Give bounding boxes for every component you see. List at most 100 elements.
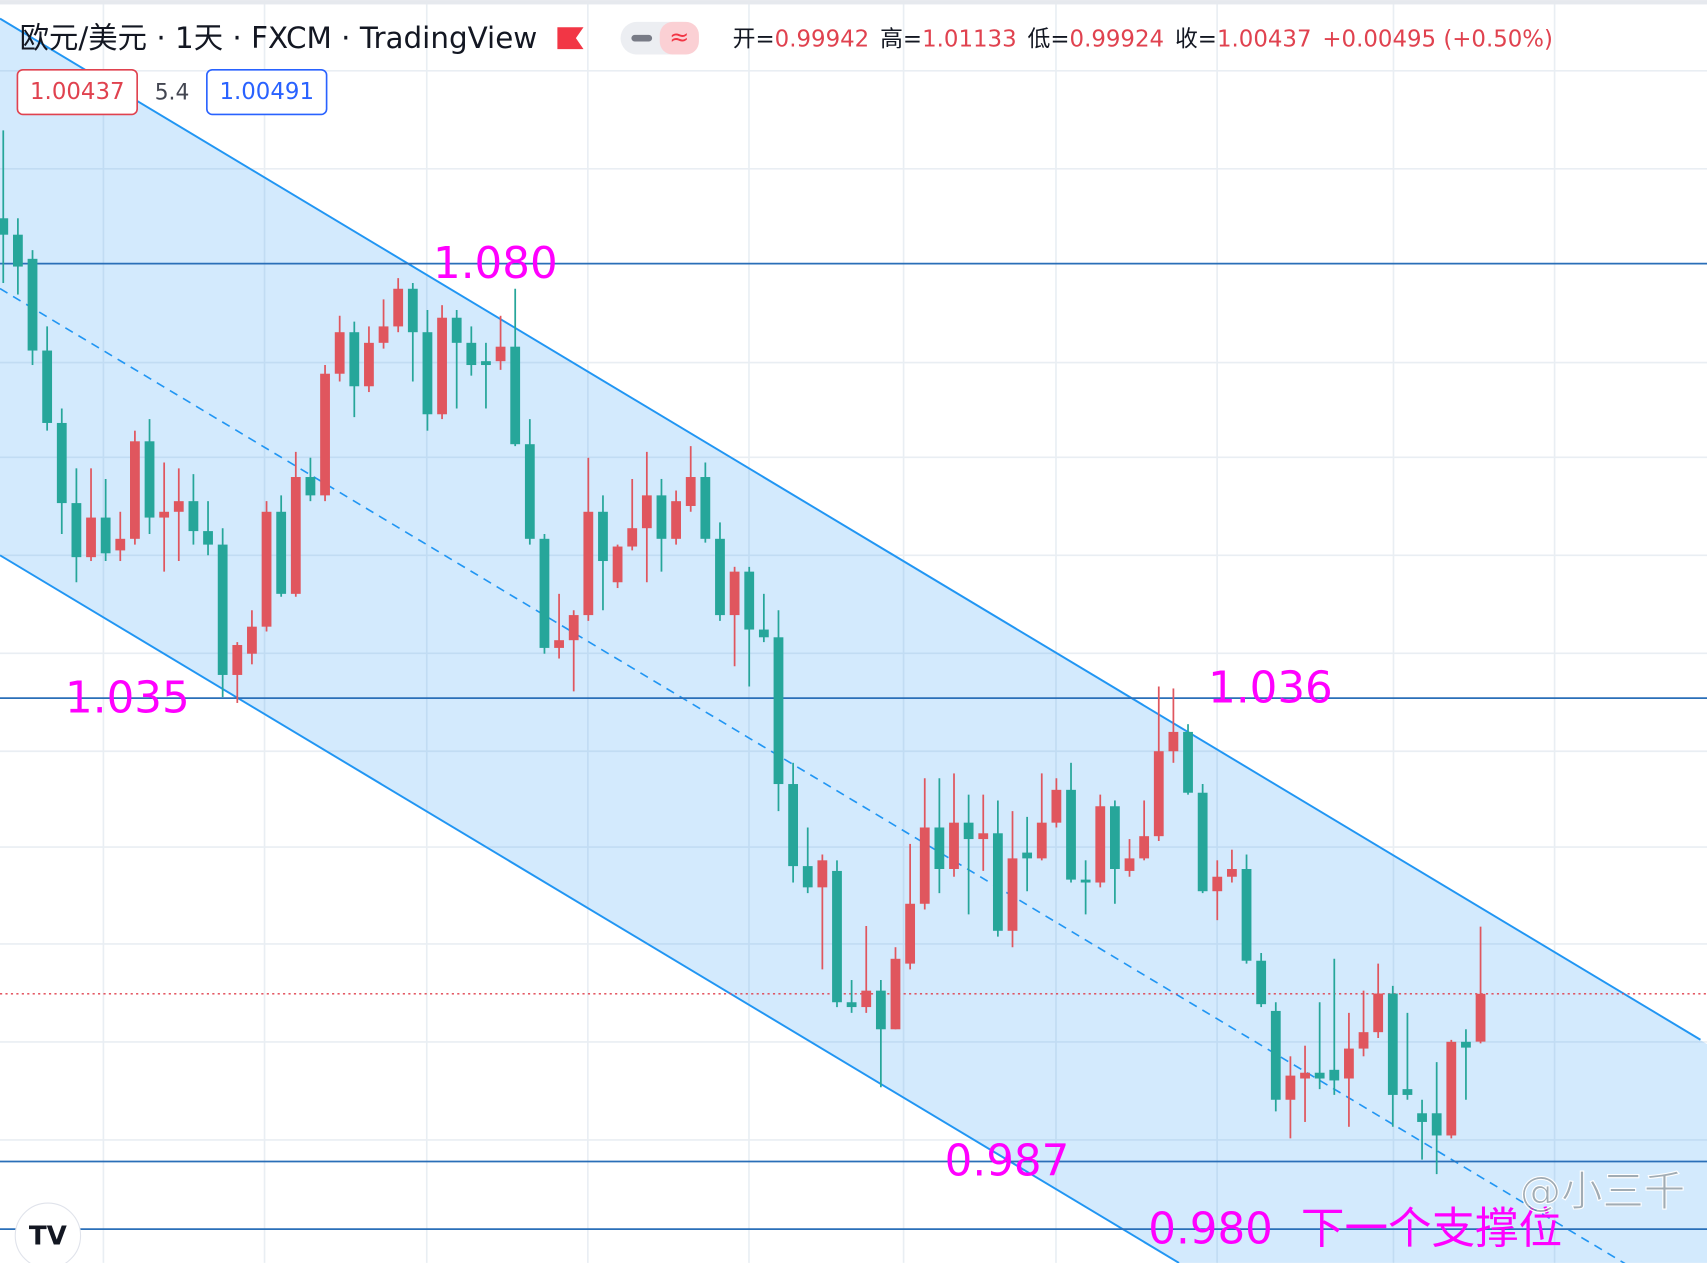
top-border [0, 0, 1707, 5]
candle-body [1285, 1075, 1296, 1100]
candle-body [466, 342, 477, 366]
candle-body [1241, 869, 1252, 961]
channel-upper [0, 17, 1701, 1041]
candle-body [1387, 993, 1398, 1095]
candle-body [1153, 751, 1164, 837]
candle-body [758, 629, 769, 638]
candle-body [481, 361, 491, 366]
support-note: 下一个支撑位 [1301, 1204, 1562, 1254]
candle-body [861, 990, 872, 1008]
level-label: 1.035 [65, 673, 190, 723]
candle-body [992, 833, 1003, 931]
candle-body [1461, 1041, 1471, 1048]
candle-body [510, 346, 521, 445]
candle-body [846, 1002, 857, 1008]
candle-body [71, 503, 82, 558]
candle-body [1475, 993, 1486, 1042]
candle-body [247, 626, 257, 654]
level-label: 1.080 [433, 239, 558, 289]
spread: 5.4 [155, 81, 190, 106]
close-label: 收= [1175, 26, 1217, 52]
candle-body [978, 833, 989, 840]
candle-body [1066, 789, 1076, 880]
low-value: 0.99924 [1070, 26, 1165, 52]
candles [0, 130, 1486, 1175]
candle-body [1183, 731, 1193, 793]
watermark: @小三千 [1520, 1167, 1685, 1215]
candle-body [290, 477, 301, 594]
open-label: 开= [733, 26, 775, 52]
candle-body [0, 218, 9, 235]
ask: 1.00491 [219, 79, 314, 105]
candle-body [715, 538, 725, 616]
candle-body [144, 441, 155, 518]
candle-body [1168, 731, 1179, 752]
candle-body [1124, 858, 1135, 871]
candle-body [1051, 789, 1062, 823]
close-value: 1.00437 [1217, 26, 1312, 52]
candle-body [612, 546, 623, 583]
candle-body [130, 441, 140, 539]
candle-body [393, 288, 404, 327]
candle-body [1109, 806, 1120, 870]
candle-body [1300, 1072, 1310, 1079]
candle-body [495, 346, 506, 362]
bid-badge[interactable] [16, 68, 138, 116]
candle-body [1358, 1032, 1369, 1049]
ask-badge[interactable] [206, 68, 328, 116]
candle-body [173, 501, 184, 512]
candle-body [100, 517, 111, 554]
candle-body [1036, 822, 1047, 859]
candle-body [1344, 1048, 1354, 1079]
pill-right [659, 21, 699, 55]
tv-logo-bg[interactable] [14, 1202, 82, 1263]
channel-middle [0, 287, 1626, 1263]
channel-lower [0, 554, 1180, 1263]
candle-body [963, 822, 974, 840]
candle-body [1212, 876, 1223, 892]
candle-body [1022, 852, 1033, 859]
candle-body [656, 495, 667, 539]
candle-body [919, 827, 930, 904]
candle-body [1446, 1041, 1457, 1136]
level-label: 0.987 [945, 1137, 1070, 1187]
candle-body [56, 422, 67, 504]
candle-body [583, 511, 594, 616]
approx-icon: ≈ [669, 23, 689, 51]
candle-body [1417, 1113, 1427, 1122]
candle-body [349, 332, 360, 387]
candle-body [524, 444, 535, 539]
bid: 1.00437 [30, 79, 125, 105]
candle-body [905, 903, 916, 964]
candle-body [934, 827, 945, 870]
title: 欧元/美元 · 1天 · FXCM · TradingView [20, 21, 538, 55]
level-label: 0.980 [1148, 1204, 1273, 1254]
candle-body [27, 258, 38, 351]
candle-body [422, 332, 433, 415]
candle-body [788, 784, 799, 867]
candle-body [1431, 1113, 1442, 1136]
candle-body [671, 501, 681, 539]
candle-body [451, 317, 462, 343]
candle-body [320, 373, 330, 496]
candle-body [334, 332, 345, 374]
candle-body [627, 528, 638, 547]
candle-body [832, 870, 842, 1003]
candle-body [1080, 879, 1091, 883]
candle-body [1329, 1069, 1340, 1081]
candle-body [1256, 960, 1267, 1005]
candle-body [729, 571, 740, 616]
open-value: 0.99942 [775, 26, 870, 52]
candle-body [802, 866, 813, 888]
candle-body [1197, 792, 1208, 892]
candle-body [1227, 869, 1237, 877]
high-label: 高= [880, 26, 922, 52]
candle-body [364, 342, 374, 387]
candle-body [641, 495, 652, 529]
candle-body [949, 822, 959, 870]
candle-body [554, 640, 564, 648]
candle-body [875, 990, 886, 1030]
levels [0, 262, 1707, 1230]
low-label: 低= [1028, 26, 1070, 52]
